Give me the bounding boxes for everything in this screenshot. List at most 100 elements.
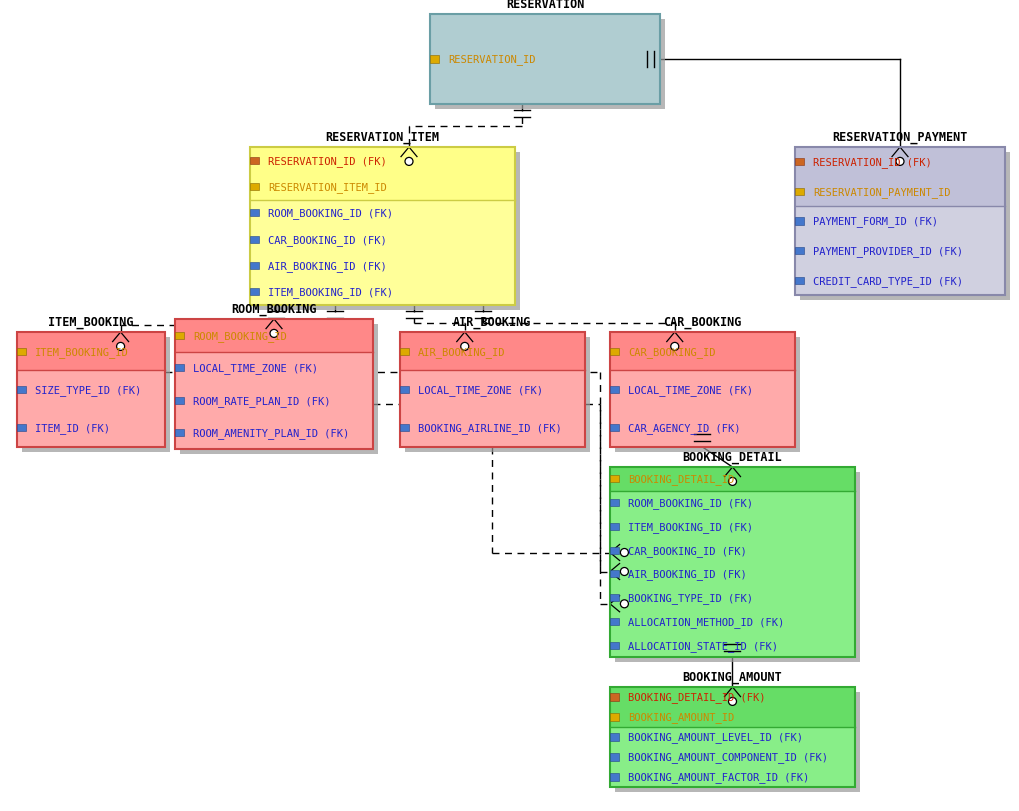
- Text: CAR_AGENCY_ID (FK): CAR_AGENCY_ID (FK): [628, 423, 740, 434]
- Bar: [175, 397, 184, 405]
- Text: BOOKING_TYPE_ID (FK): BOOKING_TYPE_ID (FK): [628, 593, 752, 603]
- Bar: [609, 467, 854, 491]
- Bar: [430, 15, 659, 105]
- Bar: [610, 476, 619, 483]
- Text: ITEM_ID (FK): ITEM_ID (FK): [35, 423, 110, 434]
- Bar: [251, 210, 259, 217]
- Bar: [609, 333, 794, 448]
- Text: ITEM_BOOKING_ID: ITEM_BOOKING_ID: [35, 346, 128, 357]
- Bar: [609, 333, 794, 371]
- Bar: [795, 159, 804, 166]
- Bar: [610, 733, 619, 740]
- Text: AIR_BOOKING_ID (FK): AIR_BOOKING_ID (FK): [268, 260, 386, 272]
- Circle shape: [620, 568, 628, 576]
- Text: BOOKING_DETAIL_ID: BOOKING_DETAIL_ID: [628, 474, 734, 485]
- Text: ROOM_AMENITY_PLAN_ID (FK): ROOM_AMENITY_PLAN_ID (FK): [193, 427, 348, 439]
- Bar: [610, 547, 619, 554]
- Text: BOOKING_AMOUNT_FACTOR_ID (FK): BOOKING_AMOUNT_FACTOR_ID (FK): [628, 771, 808, 783]
- Bar: [251, 289, 259, 296]
- Text: AIR_BOOKING_ID: AIR_BOOKING_ID: [418, 346, 505, 357]
- Bar: [434, 20, 664, 109]
- Text: SIZE_TYPE_ID (FK): SIZE_TYPE_ID (FK): [35, 384, 141, 396]
- Bar: [17, 425, 26, 432]
- Bar: [610, 386, 619, 393]
- Bar: [250, 148, 515, 200]
- Circle shape: [620, 549, 628, 557]
- Bar: [610, 571, 619, 577]
- Bar: [175, 430, 184, 437]
- Bar: [250, 148, 515, 306]
- Bar: [430, 56, 439, 63]
- Bar: [399, 333, 585, 448]
- Text: ALLOCATION_METHOD_ID (FK): ALLOCATION_METHOD_ID (FK): [628, 616, 784, 627]
- Bar: [400, 386, 409, 393]
- Bar: [22, 337, 170, 453]
- Text: BOOKING_AMOUNT: BOOKING_AMOUNT: [682, 670, 782, 683]
- Bar: [614, 692, 859, 792]
- Text: ITEM_BOOKING: ITEM_BOOKING: [48, 315, 133, 328]
- Bar: [794, 148, 1004, 207]
- Circle shape: [895, 158, 903, 166]
- Bar: [795, 277, 804, 285]
- Bar: [250, 148, 515, 306]
- Bar: [609, 467, 854, 657]
- Circle shape: [405, 158, 413, 166]
- Bar: [610, 693, 619, 701]
- Text: BOOKING_AMOUNT_LEVEL_ID (FK): BOOKING_AMOUNT_LEVEL_ID (FK): [628, 732, 802, 743]
- Text: RESERVATION_ID: RESERVATION_ID: [447, 54, 535, 66]
- Bar: [175, 320, 373, 352]
- Bar: [17, 333, 165, 371]
- Text: RESERVATION_ITEM: RESERVATION_ITEM: [325, 131, 439, 144]
- Bar: [794, 148, 1004, 296]
- Bar: [400, 425, 409, 432]
- Bar: [405, 337, 589, 453]
- Text: BOOKING_AMOUNT_COMPONENT_ID (FK): BOOKING_AMOUNT_COMPONENT_ID (FK): [628, 752, 827, 762]
- Text: LOCAL_TIME_ZONE (FK): LOCAL_TIME_ZONE (FK): [418, 384, 542, 396]
- Bar: [609, 333, 794, 448]
- Text: BOOKING_DETAIL_ID (FK): BOOKING_DETAIL_ID (FK): [628, 692, 764, 702]
- Bar: [610, 642, 619, 649]
- Circle shape: [728, 697, 736, 706]
- Bar: [610, 618, 619, 625]
- Bar: [400, 348, 409, 355]
- Bar: [795, 189, 804, 195]
- Bar: [430, 15, 659, 105]
- Text: PAYMENT_PROVIDER_ID (FK): PAYMENT_PROVIDER_ID (FK): [812, 246, 962, 257]
- Bar: [179, 324, 378, 454]
- Text: RESERVATION_ITEM_ID: RESERVATION_ITEM_ID: [268, 182, 386, 193]
- Bar: [609, 467, 854, 657]
- Bar: [795, 218, 804, 225]
- Bar: [251, 183, 259, 191]
- Bar: [175, 320, 373, 449]
- Bar: [175, 320, 373, 449]
- Bar: [610, 774, 619, 781]
- Bar: [614, 473, 859, 663]
- Text: CAR_BOOKING_ID (FK): CAR_BOOKING_ID (FK): [268, 234, 386, 245]
- Text: BOOKING_AMOUNT_ID: BOOKING_AMOUNT_ID: [628, 712, 734, 723]
- Text: AIR_BOOKING: AIR_BOOKING: [452, 315, 531, 328]
- Circle shape: [620, 600, 628, 608]
- Text: ITEM_BOOKING_ID (FK): ITEM_BOOKING_ID (FK): [628, 521, 752, 532]
- Bar: [17, 333, 165, 448]
- Text: AIR_BOOKING_ID (FK): AIR_BOOKING_ID (FK): [628, 569, 746, 580]
- Bar: [17, 348, 26, 355]
- Text: BOOKING_AIRLINE_ID (FK): BOOKING_AIRLINE_ID (FK): [418, 423, 561, 434]
- Text: LOCAL_TIME_ZONE (FK): LOCAL_TIME_ZONE (FK): [628, 384, 752, 396]
- Text: ROOM_RATE_PLAN_ID (FK): ROOM_RATE_PLAN_ID (FK): [193, 395, 330, 406]
- Bar: [255, 152, 520, 311]
- Text: RESERVATION_ID (FK): RESERVATION_ID (FK): [268, 156, 386, 166]
- Bar: [609, 687, 854, 787]
- Text: PAYMENT_FORM_ID (FK): PAYMENT_FORM_ID (FK): [812, 217, 937, 227]
- Bar: [795, 247, 804, 255]
- Circle shape: [116, 343, 124, 351]
- Text: ROOM_BOOKING_ID (FK): ROOM_BOOKING_ID (FK): [268, 208, 392, 219]
- Bar: [610, 348, 619, 355]
- Text: CAR_BOOKING_ID: CAR_BOOKING_ID: [628, 346, 714, 357]
- Bar: [399, 333, 585, 371]
- Bar: [610, 425, 619, 432]
- Bar: [609, 687, 854, 727]
- Bar: [610, 523, 619, 530]
- Bar: [17, 386, 26, 393]
- Bar: [399, 333, 585, 448]
- Bar: [610, 714, 619, 721]
